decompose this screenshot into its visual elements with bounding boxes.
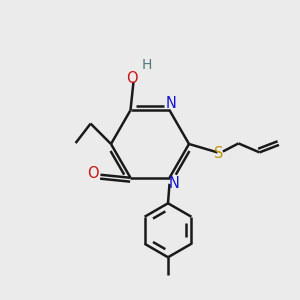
Text: S: S — [214, 146, 224, 161]
Text: O: O — [87, 167, 99, 182]
Text: H: H — [142, 58, 152, 72]
Text: N: N — [166, 96, 176, 111]
Text: N: N — [169, 176, 179, 191]
Text: O: O — [126, 70, 138, 86]
